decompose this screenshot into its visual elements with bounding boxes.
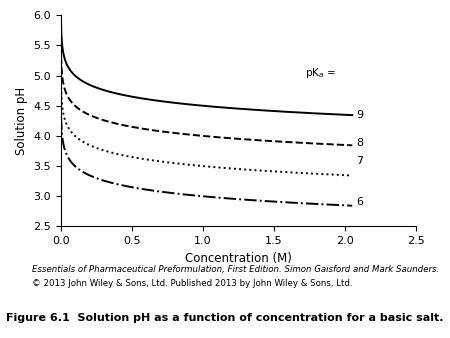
Text: © 2013 John Wiley & Sons, Ltd. Published 2013 by John Wiley & Sons, Ltd.: © 2013 John Wiley & Sons, Ltd. Published… <box>32 279 352 288</box>
Text: 7: 7 <box>356 156 364 166</box>
Text: 8: 8 <box>356 138 364 148</box>
Text: pK$_a$ =: pK$_a$ = <box>306 66 337 79</box>
Y-axis label: Solution pH: Solution pH <box>15 87 28 155</box>
X-axis label: Concentration (M): Concentration (M) <box>185 252 292 265</box>
Text: 9: 9 <box>356 110 364 120</box>
Text: 6: 6 <box>356 197 364 207</box>
Text: Figure 6.1  Solution pH as a function of concentration for a basic salt.: Figure 6.1 Solution pH as a function of … <box>6 313 444 323</box>
Text: Essentials of Pharmaceutical Preformulation, First Edition. Simon Gaisford and M: Essentials of Pharmaceutical Preformulat… <box>32 265 439 274</box>
